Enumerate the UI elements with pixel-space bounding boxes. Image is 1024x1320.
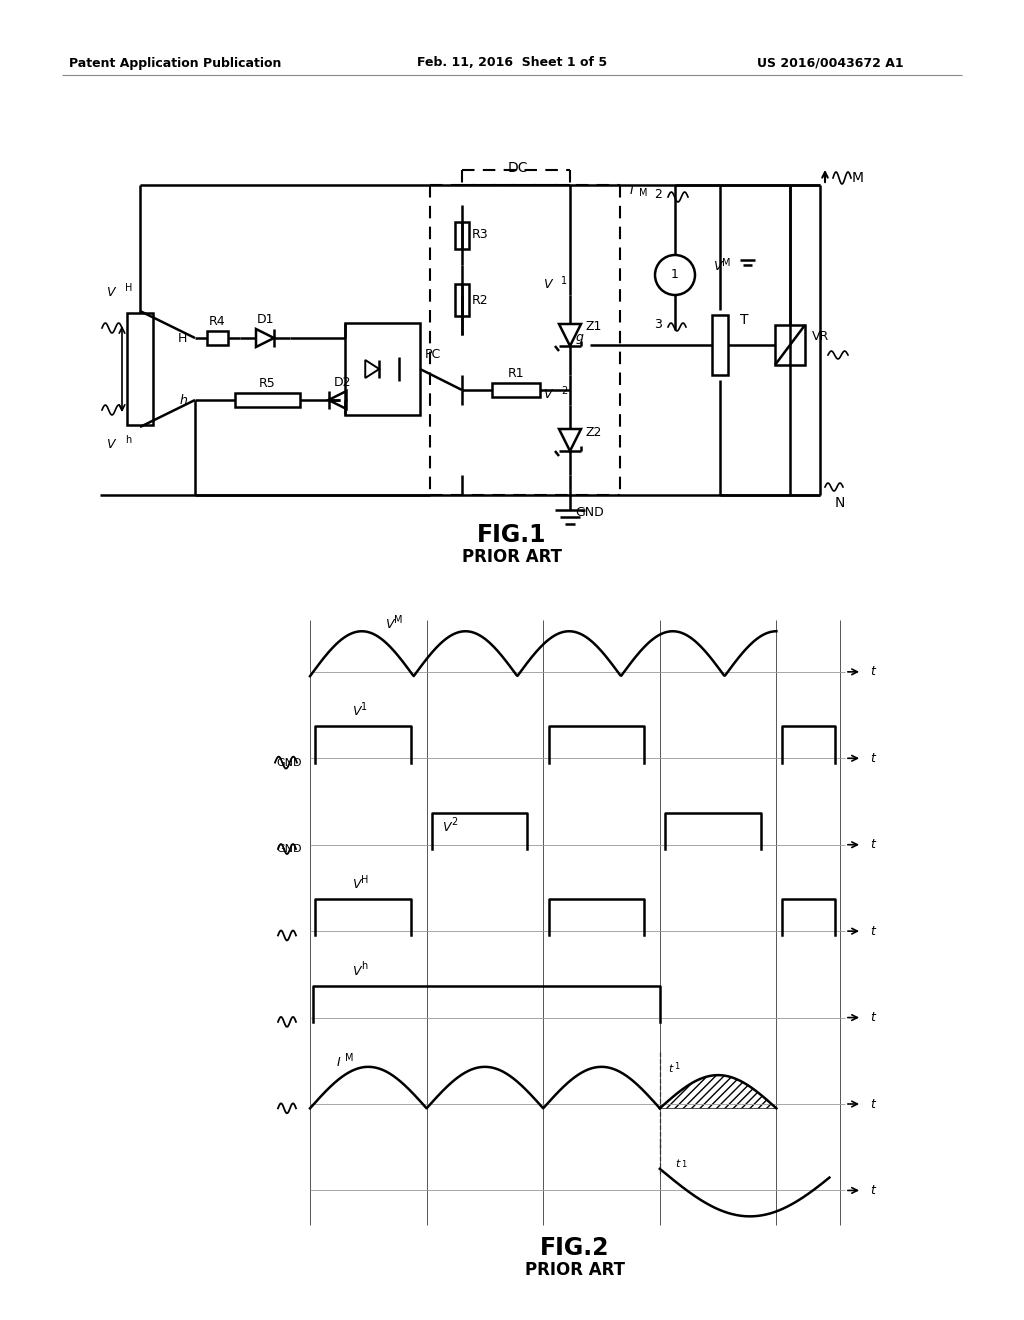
Text: DC: DC: [508, 161, 528, 176]
Bar: [455, 284, 469, 315]
Text: H: H: [125, 282, 132, 293]
Text: Z2: Z2: [585, 425, 601, 438]
Text: V: V: [713, 260, 722, 273]
Text: PC: PC: [425, 347, 441, 360]
Bar: [775, 325, 805, 366]
Text: D2: D2: [334, 375, 351, 388]
Text: H: H: [177, 331, 187, 345]
Text: M: M: [722, 257, 730, 268]
Text: 2: 2: [561, 385, 567, 396]
Bar: [712, 315, 728, 375]
Text: GND: GND: [276, 843, 302, 854]
Text: R3: R3: [472, 228, 488, 242]
Text: GND: GND: [276, 758, 302, 768]
Text: GND: GND: [575, 507, 604, 520]
Bar: [234, 393, 300, 407]
Text: H: H: [361, 875, 369, 884]
Text: I: I: [630, 183, 634, 197]
Text: V: V: [385, 618, 393, 631]
Polygon shape: [659, 1074, 776, 1109]
Bar: [492, 383, 541, 397]
Text: M: M: [852, 172, 864, 185]
Text: 2: 2: [452, 817, 458, 828]
Text: V: V: [352, 965, 360, 978]
Text: Z1: Z1: [585, 321, 601, 334]
Text: D1: D1: [256, 313, 273, 326]
Text: I: I: [337, 1056, 340, 1069]
Text: t: t: [668, 1064, 672, 1074]
Text: h: h: [125, 436, 131, 445]
Text: US 2016/0043672 A1: US 2016/0043672 A1: [757, 57, 903, 70]
Text: PRIOR ART: PRIOR ART: [462, 548, 562, 566]
Text: 2: 2: [654, 189, 662, 202]
Text: t: t: [870, 924, 874, 937]
Text: VR: VR: [812, 330, 829, 343]
Text: R4: R4: [209, 315, 226, 327]
Text: T: T: [740, 313, 749, 327]
Text: FIG.2: FIG.2: [541, 1236, 609, 1261]
Text: t: t: [870, 752, 874, 764]
Text: N: N: [835, 496, 846, 510]
Bar: [208, 331, 227, 345]
Text: 1: 1: [561, 276, 567, 286]
Text: h: h: [179, 393, 187, 407]
Text: 1: 1: [671, 268, 679, 281]
Text: t: t: [870, 1184, 874, 1197]
Bar: [345, 323, 420, 414]
Text: M: M: [639, 187, 647, 198]
Text: 1: 1: [681, 1160, 686, 1168]
Text: 3: 3: [654, 318, 662, 331]
Text: V: V: [106, 438, 115, 451]
Text: t: t: [675, 1159, 679, 1168]
Text: t: t: [870, 1011, 874, 1024]
Text: V: V: [442, 821, 451, 834]
Text: 1: 1: [674, 1063, 679, 1072]
Text: V: V: [544, 388, 552, 401]
Text: PRIOR ART: PRIOR ART: [525, 1261, 625, 1279]
Text: R1: R1: [508, 367, 524, 380]
Text: R5: R5: [259, 378, 275, 389]
Text: V: V: [352, 705, 360, 718]
Text: M: M: [394, 615, 402, 626]
Bar: [127, 313, 153, 425]
Text: V: V: [106, 286, 115, 300]
Text: t: t: [870, 665, 874, 678]
Text: g: g: [577, 330, 584, 343]
Text: V: V: [352, 878, 360, 891]
Text: 1: 1: [361, 702, 368, 711]
Text: h: h: [361, 961, 368, 972]
Text: FIG.1: FIG.1: [477, 523, 547, 546]
Text: t: t: [870, 1097, 874, 1110]
Bar: [455, 222, 469, 248]
Text: Feb. 11, 2016  Sheet 1 of 5: Feb. 11, 2016 Sheet 1 of 5: [417, 57, 607, 70]
Text: V: V: [544, 279, 552, 292]
Text: R2: R2: [472, 293, 488, 306]
Text: t: t: [870, 838, 874, 851]
Text: M: M: [345, 1052, 354, 1063]
Text: Patent Application Publication: Patent Application Publication: [69, 57, 282, 70]
